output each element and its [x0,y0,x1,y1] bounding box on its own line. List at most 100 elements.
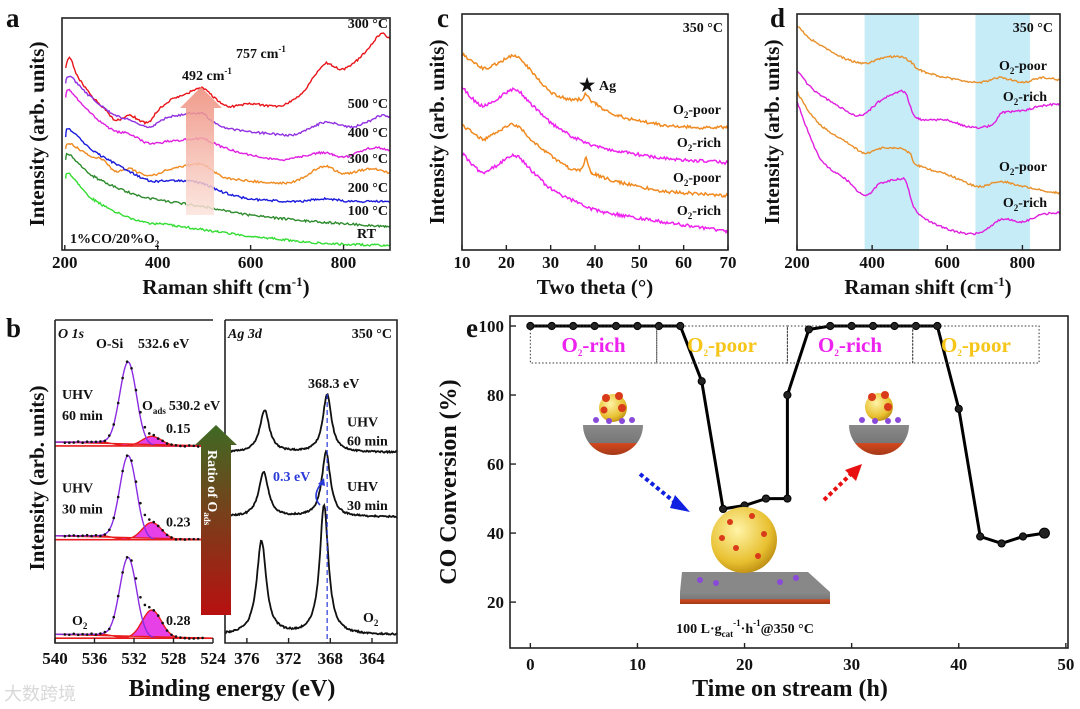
data-point [156,614,160,617]
data-point [148,518,151,521]
panel-label-a: a [6,3,20,33]
label-main: O [677,136,688,151]
data-point-e [697,377,706,386]
x-tick-label: 30 [843,655,860,674]
catalyst-illustration-small-right [849,391,909,455]
ag-marker-label: Ag [599,79,616,94]
spectrum-line-a [65,75,391,137]
panel-label-c: c [437,3,449,33]
plot-frame-e [509,315,1069,649]
panel-label-e: e [466,313,478,343]
ratio-arrow-label: Ratio of Oads [202,450,219,526]
data-point-e [890,321,899,331]
data-point [170,443,173,446]
data-point [148,605,151,609]
x-tick-label: 364 [359,649,385,668]
highlight-band [864,14,920,250]
x-tick-label: 40 [587,253,604,272]
data-point [134,577,138,580]
condition-region-label: O2-rich [562,333,626,358]
series-label-c: O2-poor [673,103,721,120]
condition-region-label: O2-poor [941,333,1011,358]
data-point-e [976,532,985,541]
panel-label-b: b [6,313,21,343]
xrd-pattern-line [461,51,729,130]
x-tick-label: 70 [720,253,737,272]
data-point [121,571,124,574]
y-tick-label: 40 [487,524,504,543]
data-point [94,633,98,636]
series-label-a: 100 °C [348,204,388,219]
series-label-a: 300 °C [348,152,388,167]
x-axis-label-c: Two theta (°) [537,275,653,299]
label-rest: -poor [1014,160,1047,175]
label-subscript: 2 [374,618,379,628]
data-point-e [783,494,792,503]
highlight-bands [864,14,1030,250]
data-point-e [868,321,878,331]
spectrum-label: UHV [347,480,378,495]
series-label-a: 300 °C [348,17,388,32]
data-point [196,537,200,541]
spectrum-line-d [796,70,1060,130]
x-tick-label: 200 [784,253,810,272]
dotted-arrow-down-icon [638,472,679,506]
data-point [201,636,204,640]
x-tick-label: 540 [42,649,68,668]
data-point [143,425,147,429]
data-point [139,595,142,599]
oads-ratio-value: 0.15 [166,422,191,437]
label-subscript: 2 [688,211,693,221]
y-tick-label: 60 [487,455,504,474]
label-rest: -poor [708,333,757,357]
arrowhead-red-icon [845,464,862,481]
y-tick-label: 20 [487,593,504,612]
gas-condition-label: 1%CO/20%O2 [70,232,160,249]
label-rest: -rich [1018,90,1047,105]
oads-peak-label: Oads 530.2 eV [142,399,220,416]
label-main: O [677,204,688,219]
ag3d-spectrum-line [224,392,398,455]
data-point [125,454,129,457]
temperature-label-c: 350 °C [683,21,723,36]
data-point [165,442,169,445]
highlight-band [975,14,1030,250]
data-point [90,632,93,635]
data-point [112,615,116,619]
flow-condition-label: 100 L·gcat-1·h-1@350 °C [676,618,814,639]
data-point [112,516,116,520]
x-tick-label: 0 [526,655,535,674]
peak-annotation-757: 757 cm-1 [236,44,286,62]
data-point [179,537,182,541]
condition-region-box [912,325,1040,364]
data-point [143,603,147,607]
data-point [116,594,120,598]
data-point [130,366,133,370]
data-point [81,534,84,538]
temperature-label-b: 350 °C [352,327,392,342]
osi-peak-label: O-Si [96,337,123,352]
series-label-a: 400 °C [348,126,388,141]
data-point [68,633,71,637]
data-point [76,440,80,443]
data-point [103,630,107,634]
data-point [165,629,169,632]
data-point [161,529,164,532]
plot-frame-d [796,13,1061,251]
ag3d-title: Ag 3d [227,327,263,342]
data-point [188,537,191,541]
data-point [85,533,89,537]
x-tick-label: 60 [675,253,692,272]
data-point [72,632,76,636]
axis-ticks: 200 400 600 800 10 20 30 40 50 60 70 200 400 600 80054… [42,245,1074,674]
x-tick-label: 376 [234,649,260,668]
x-tick-label: 20 [736,655,753,674]
data-point [152,433,156,437]
series-label-a: RT [357,227,377,242]
x-tick-label: 10 [454,253,471,272]
data-point [76,534,80,538]
x-tick-label: 800 [331,253,357,272]
x-tick-label: 400 [859,253,885,272]
